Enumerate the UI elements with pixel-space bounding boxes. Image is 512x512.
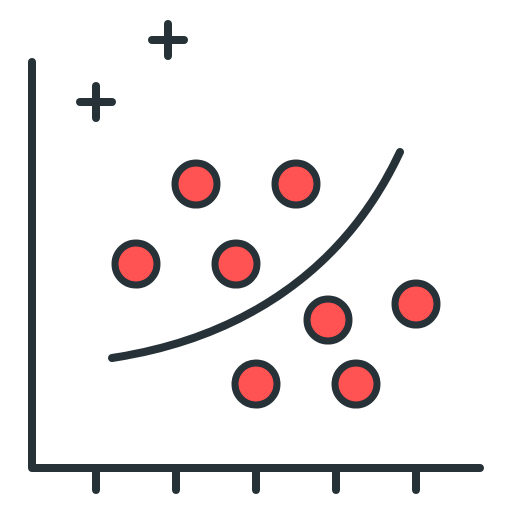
- circle-marker-icon: [171, 159, 221, 209]
- plus-marker-icon: [76, 82, 116, 122]
- circle-marker-icon: [391, 279, 441, 329]
- circle-marker-icon: [331, 359, 381, 409]
- axis-lines: [28, 58, 484, 472]
- circle-marker-icon: [211, 239, 261, 289]
- axes: [28, 58, 484, 494]
- circle-marker-icon: [303, 295, 353, 345]
- decision-boundary-curve: [108, 148, 404, 362]
- circle-marker-icon: [231, 359, 281, 409]
- circle-marker-icon: [111, 239, 161, 289]
- plus-marker-icon: [148, 20, 188, 60]
- circle-markers: [111, 159, 441, 409]
- circle-marker-icon: [271, 159, 321, 209]
- plus-markers: [76, 20, 188, 122]
